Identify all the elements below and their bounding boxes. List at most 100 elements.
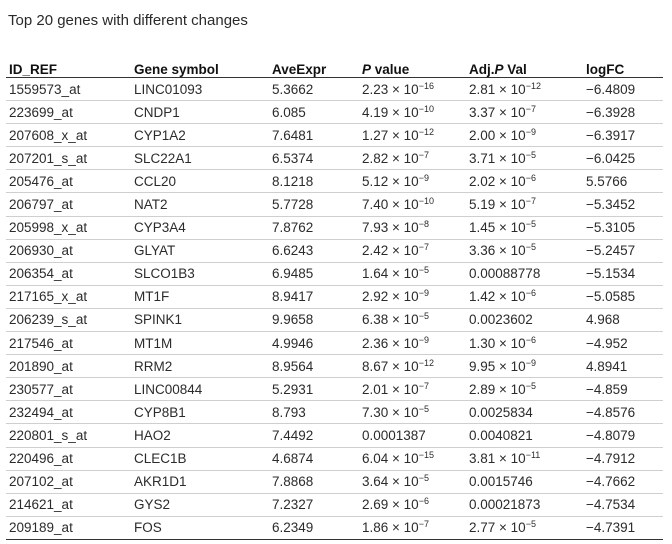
cell-adj-p-val: 1.30 × 10−6 [466, 331, 583, 356]
cell-adj-p-val: 0.00088778 [466, 262, 583, 286]
table-row: 206930_at GLYAT 6.6243 2.42 × 10−7 3.36 × 10… [6, 239, 663, 263]
cell-p-value-mantissa: 2.01 × 10 [362, 381, 419, 397]
cell-ave-expr: 8.1218 [269, 169, 359, 194]
cell-adj-p-val-exponent: −5 [525, 219, 536, 230]
cell-gene-symbol: LINC00844 [131, 377, 269, 402]
cell-adj-p-val-exponent: −6 [525, 288, 536, 299]
cell-adj-p-val-exponent: −12 [525, 80, 541, 91]
cell-ave-expr: 6.9485 [269, 262, 359, 286]
cell-logfc: 4.8941 [583, 354, 663, 379]
cell-p-value: 6.04 × 10−15 [359, 447, 466, 471]
cell-gene-symbol: CYP3A4 [131, 216, 269, 240]
header-logfc: logFC [583, 52, 663, 78]
cell-logfc: 5.5766 [583, 169, 663, 194]
cell-gene-symbol: MT1F [131, 285, 269, 309]
cell-logfc: −6.3928 [583, 100, 663, 125]
cell-p-value-mantissa: 2.36 × 10 [362, 335, 419, 351]
cell-gene-symbol: CLEC1B [131, 447, 269, 471]
cell-logfc: −5.0585 [583, 285, 663, 309]
cell-adj-p-val-mantissa: 0.00088778 [469, 266, 541, 282]
cell-id-ref: 206797_at [6, 192, 131, 217]
cell-adj-p-val: 1.42 × 10−6 [466, 285, 583, 309]
cell-p-value-exponent: −7 [418, 519, 429, 530]
table-row: 217165_x_at MT1F 8.9417 2.92 × 10−9 1.42 × 1… [6, 285, 663, 309]
cell-logfc: −5.3105 [583, 216, 663, 240]
cell-adj-p-val: 3.36 × 10−5 [466, 239, 583, 263]
cell-p-value: 7.93 × 10−8 [359, 216, 466, 240]
cell-adj-p-val: 0.0015746 [466, 470, 583, 494]
table-row: 232494_at CYP8B1 8.793 7.30 × 10−5 0.0025834… [6, 400, 663, 425]
cell-p-value: 5.12 × 10−9 [359, 169, 466, 194]
cell-p-value-mantissa: 7.30 × 10 [362, 404, 419, 420]
cell-ave-expr: 7.8868 [269, 470, 359, 494]
cell-adj-p-val: 0.0040821 [466, 423, 583, 448]
cell-p-value-exponent: −6 [418, 496, 429, 507]
table-row: 207608_x_at CYP1A2 7.6481 1.27 × 10−12 2.00 … [6, 123, 663, 148]
cell-adj-p-val-exponent: −7 [525, 103, 536, 114]
cell-adj-p-val: 3.81 × 10−11 [466, 447, 583, 471]
cell-logfc: −4.952 [583, 331, 663, 356]
table-row: 205998_x_at CYP3A4 7.8762 7.93 × 10−8 1.45 ×… [6, 216, 663, 240]
cell-ave-expr: 4.9946 [269, 331, 359, 356]
cell-adj-p-val: 2.81 × 10−12 [466, 77, 583, 102]
table-row: 223699_at CNDP1 6.085 4.19 × 10−10 3.37 × 10… [6, 100, 663, 125]
cell-id-ref: 220801_s_at [6, 423, 131, 448]
cell-id-ref: 232494_at [6, 400, 131, 425]
cell-adj-p-val-mantissa: 0.0015746 [469, 474, 533, 490]
cell-id-ref: 223699_at [6, 100, 131, 125]
cell-ave-expr: 7.4492 [269, 423, 359, 448]
table-row: 217546_at MT1M 4.9946 2.36 × 10−9 1.30 × 10−… [6, 331, 663, 356]
cell-gene-symbol: AKR1D1 [131, 470, 269, 494]
table-row: 201890_at RRM2 8.9564 8.67 × 10−12 9.95 × 10… [6, 354, 663, 379]
cell-p-value-mantissa: 2.23 × 10 [362, 81, 419, 97]
cell-gene-symbol: CNDP1 [131, 100, 269, 125]
cell-p-value-mantissa: 4.19 × 10 [362, 104, 419, 120]
cell-ave-expr: 5.2931 [269, 377, 359, 402]
cell-adj-p-val-mantissa: 2.89 × 10 [469, 381, 526, 397]
cell-id-ref: 207608_x_at [6, 123, 131, 148]
cell-gene-symbol: GLYAT [131, 239, 269, 263]
cell-adj-p-val-mantissa: 0.0025834 [469, 404, 533, 420]
cell-adj-p-val-mantissa: 2.00 × 10 [469, 127, 526, 143]
cell-p-value-mantissa: 1.64 × 10 [362, 266, 419, 282]
cell-p-value-exponent: −7 [418, 380, 429, 391]
cell-logfc: −6.0425 [583, 146, 663, 171]
cell-ave-expr: 8.793 [269, 400, 359, 425]
cell-p-value: 4.19 × 10−10 [359, 100, 466, 125]
cell-ave-expr: 4.6874 [269, 447, 359, 471]
cell-p-value-mantissa: 1.27 × 10 [362, 127, 419, 143]
cell-gene-symbol: SLCO1B3 [131, 262, 269, 286]
cell-p-value-mantissa: 1.86 × 10 [362, 520, 419, 536]
cell-id-ref: 209189_at [6, 516, 131, 540]
table-row: 220496_at CLEC1B 4.6874 6.04 × 10−15 3.81 × … [6, 447, 663, 471]
cell-p-value-exponent: −9 [418, 334, 429, 345]
cell-p-value-exponent: −7 [418, 242, 429, 253]
cell-p-value-mantissa: 2.69 × 10 [362, 497, 419, 513]
cell-p-value-exponent: −5 [418, 311, 429, 322]
table-row: 230577_at LINC00844 5.2931 2.01 × 10−7 2.89 … [6, 377, 663, 402]
cell-adj-p-val: 3.37 × 10−7 [466, 100, 583, 125]
cell-p-value-mantissa: 6.04 × 10 [362, 451, 419, 467]
cell-adj-p-val-mantissa: 2.81 × 10 [469, 81, 526, 97]
cell-ave-expr: 7.2327 [269, 493, 359, 517]
cell-p-value-mantissa: 0.0001387 [362, 427, 426, 443]
cell-ave-expr: 9.9658 [269, 308, 359, 333]
cell-ave-expr: 6.5374 [269, 146, 359, 171]
cell-adj-p-val-exponent: −5 [525, 380, 536, 391]
header-gene-symbol: Gene symbol [131, 52, 269, 78]
cell-p-value: 1.86 × 10−7 [359, 516, 466, 540]
header-adj-p-val: Adj.P Val [466, 52, 583, 78]
cell-id-ref: 217165_x_at [6, 285, 131, 309]
cell-p-value-mantissa: 2.82 × 10 [362, 150, 419, 166]
table-row: 220801_s_at HAO2 7.4492 0.0001387 0.0040821 −… [6, 423, 663, 448]
cell-adj-p-val-exponent: −7 [525, 196, 536, 207]
cell-id-ref: 230577_at [6, 377, 131, 402]
cell-adj-p-val: 0.0025834 [466, 400, 583, 425]
cell-p-value: 8.67 × 10−12 [359, 354, 466, 379]
cell-adj-p-val-mantissa: 2.77 × 10 [469, 520, 526, 536]
cell-gene-symbol: CCL20 [131, 169, 269, 194]
cell-adj-p-val-exponent: −9 [525, 357, 536, 368]
cell-ave-expr: 7.6481 [269, 123, 359, 148]
cell-p-value: 7.30 × 10−5 [359, 400, 466, 425]
